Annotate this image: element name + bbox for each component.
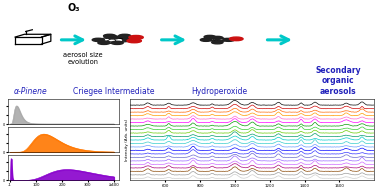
- Y-axis label: Intensity (Arb. units): Intensity (Arb. units): [125, 118, 129, 161]
- Circle shape: [98, 41, 110, 44]
- Text: aerosol size
evolution: aerosol size evolution: [64, 52, 103, 65]
- Circle shape: [212, 36, 223, 39]
- Circle shape: [119, 34, 131, 37]
- Circle shape: [92, 38, 104, 41]
- Circle shape: [104, 34, 116, 37]
- Circle shape: [229, 37, 243, 41]
- Circle shape: [204, 35, 215, 38]
- Circle shape: [107, 36, 119, 39]
- Circle shape: [127, 39, 141, 43]
- Circle shape: [212, 41, 223, 44]
- Circle shape: [200, 38, 212, 41]
- Circle shape: [122, 38, 135, 41]
- Circle shape: [223, 38, 234, 41]
- Circle shape: [111, 41, 123, 44]
- Text: Criegee Intermediate: Criegee Intermediate: [73, 87, 154, 96]
- Text: Hydroperoxide: Hydroperoxide: [191, 87, 247, 96]
- Text: α-Pinene: α-Pinene: [13, 87, 47, 96]
- Circle shape: [129, 36, 143, 39]
- Text: O₃: O₃: [67, 3, 80, 13]
- Text: Secondary
organic
aerosols: Secondary organic aerosols: [316, 66, 361, 96]
